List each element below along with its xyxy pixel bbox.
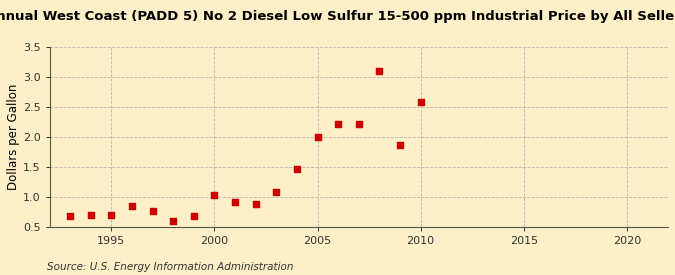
Point	[209, 192, 220, 197]
Point	[395, 142, 406, 147]
Point	[312, 135, 323, 139]
Point	[127, 204, 138, 208]
Point	[85, 213, 96, 217]
Point	[374, 68, 385, 73]
Point	[333, 122, 344, 127]
Point	[271, 190, 281, 194]
Point	[168, 219, 179, 223]
Point	[354, 122, 364, 126]
Point	[65, 214, 76, 218]
Point	[106, 213, 117, 217]
Text: Source: U.S. Energy Information Administration: Source: U.S. Energy Information Administ…	[47, 262, 294, 272]
Point	[188, 214, 199, 218]
Point	[292, 167, 302, 171]
Point	[230, 200, 240, 205]
Text: Annual West Coast (PADD 5) No 2 Diesel Low Sulfur 15-500 ppm Industrial Price by: Annual West Coast (PADD 5) No 2 Diesel L…	[0, 10, 675, 23]
Point	[415, 100, 426, 104]
Point	[147, 209, 158, 213]
Point	[250, 201, 261, 206]
Y-axis label: Dollars per Gallon: Dollars per Gallon	[7, 84, 20, 190]
